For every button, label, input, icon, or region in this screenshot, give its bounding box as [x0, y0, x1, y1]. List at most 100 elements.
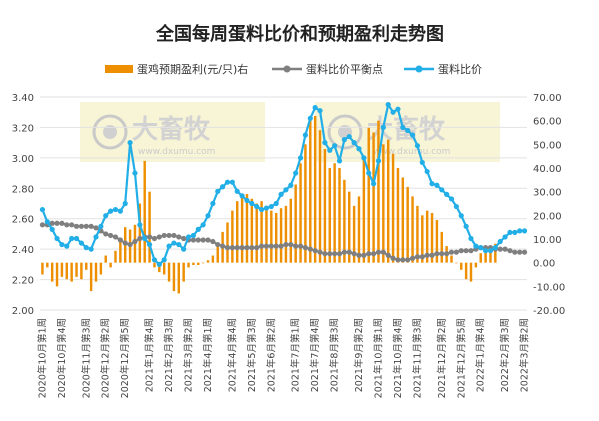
balance-point [195, 237, 201, 243]
right-axis-tick-label: -20.00 [533, 306, 565, 317]
ratio-point [258, 206, 265, 213]
balance-point [132, 238, 138, 245]
balance-point [273, 243, 279, 249]
ratio-point [463, 223, 469, 229]
profit-bar [396, 168, 400, 263]
left-axis-tick-label: 2.40 [12, 245, 34, 256]
balance-point [171, 232, 177, 239]
profit-bar [435, 220, 439, 263]
balance-point [507, 248, 513, 254]
profit-bar [372, 132, 375, 263]
ratio-point [137, 222, 143, 228]
x-axis-tick-label: 2021年1月第4周 [144, 318, 156, 392]
balance-point [439, 251, 445, 257]
profit-bar [367, 127, 370, 263]
ratio-point [224, 179, 231, 185]
x-axis-tick-label: 2021年11月第3周 [411, 318, 423, 398]
balance-point [200, 237, 206, 243]
right-axis-tick-label: 0.00 [533, 259, 555, 270]
ratio-point [483, 248, 489, 254]
ratio-point [205, 213, 211, 219]
profit-bar [338, 168, 341, 263]
left-axis-tick-label: 2.20 [12, 276, 34, 287]
ratio-point [385, 102, 391, 108]
profit-bar [99, 262, 103, 275]
balance-point [122, 240, 128, 246]
ratio-point [497, 238, 503, 245]
profit-bar [474, 262, 478, 268]
ratio-point [293, 170, 299, 176]
ratio-point [346, 133, 352, 140]
watermark-logo-icon [103, 125, 117, 139]
balance-point [78, 223, 84, 229]
balance-point [419, 254, 425, 260]
balance-point [210, 238, 216, 245]
balance-point [239, 245, 245, 251]
profit-bar [313, 115, 317, 263]
ratio-point [54, 235, 60, 242]
balance-point [263, 243, 270, 249]
profit-bar [50, 262, 54, 282]
profit-bar [323, 149, 327, 263]
balance-point [327, 251, 333, 257]
legend: 蛋鸡预期盈利(元/只)右 蛋料比价平衡点 蛋料比价 [105, 62, 482, 76]
ratio-point [93, 234, 99, 240]
balance-point [283, 241, 289, 248]
profit-bar [440, 231, 443, 263]
balance-point [59, 220, 65, 226]
profit-bar [382, 144, 385, 263]
balance-point [351, 251, 357, 257]
balance-point [512, 249, 518, 255]
x-axis-tick-label: 2022年2月第3周 [499, 318, 511, 392]
left-axis-tick-label: 2.60 [12, 215, 34, 226]
balance-point [166, 232, 172, 239]
ratio-point [366, 170, 372, 176]
ratio-point [453, 203, 459, 210]
ratio-point [439, 187, 445, 193]
balance-point [288, 241, 294, 248]
ratio-point [185, 234, 192, 240]
ratio-point [288, 182, 294, 188]
ratio-point [458, 213, 464, 219]
ratio-point [127, 140, 133, 146]
ratio-point [370, 181, 377, 187]
ratio-point [73, 235, 80, 242]
ratio-point [181, 246, 187, 252]
x-axis-tick-label: 2020年12月第5周 [119, 318, 131, 398]
x-axis-tick-label: 2021年4月第1周 [202, 318, 214, 392]
ratio-point [429, 181, 435, 187]
right-axis-tick-label: -10.00 [533, 282, 565, 293]
ratio-point [278, 191, 284, 197]
profit-bar [240, 196, 244, 263]
profit-bar [158, 262, 161, 273]
ratio-point [166, 243, 172, 249]
balance-point [312, 248, 318, 254]
x-axis-tick-label: 2022年1月第4周 [475, 318, 487, 392]
balance-point [521, 249, 528, 255]
balance-point [112, 234, 119, 240]
ratio-point [419, 159, 425, 166]
profit-bar [460, 262, 463, 270]
ratio-point [400, 124, 406, 131]
ratio-point [390, 109, 396, 115]
profit-bar [377, 120, 380, 263]
balance-point [220, 243, 226, 249]
balance-point [502, 246, 508, 252]
balance-point [336, 251, 343, 257]
ratio-point [200, 222, 206, 228]
ratio-point [132, 170, 138, 176]
profit-bar [148, 191, 151, 263]
ratio-point [317, 108, 323, 114]
profit-bar [450, 255, 453, 263]
balance-point [73, 223, 80, 229]
ratio-point [220, 184, 226, 190]
profit-bar [391, 153, 395, 263]
profit-bar [464, 262, 468, 280]
profit-bar [138, 203, 142, 263]
balance-point [448, 249, 455, 255]
profit-bar [260, 201, 263, 263]
balance-point [463, 248, 469, 254]
profit-bar [416, 205, 419, 263]
ratio-point [59, 241, 65, 248]
